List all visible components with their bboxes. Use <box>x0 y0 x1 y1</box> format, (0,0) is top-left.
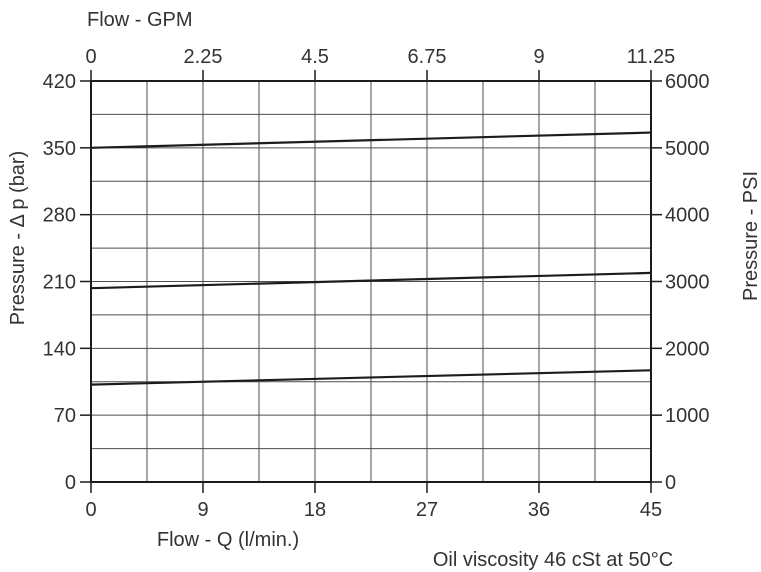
y-tick-label: 420 <box>43 71 76 93</box>
series-lines <box>90 131 652 386</box>
y2-tick-label: 0 <box>665 472 676 494</box>
x2-tick-label: 11.25 <box>627 46 676 68</box>
y2-tick-label: 4000 <box>665 205 710 227</box>
y2-tick-label: 3000 <box>665 272 710 294</box>
series-line-2 <box>90 271 652 290</box>
x-axis-title: Flow - Q (l/min.) <box>157 529 299 551</box>
x-tick-label: 0 <box>85 499 96 521</box>
x2-tick-label: 9 <box>533 46 544 68</box>
y2-tick-label: 1000 <box>665 405 710 427</box>
x2-tick-label: 0 <box>85 46 96 68</box>
y-tick-label: 210 <box>43 272 76 294</box>
axis-tick-labels: 0 9 18 27 36 450 2.25 4.5 6.75 9 11.25070140210280… <box>43 46 710 521</box>
y2-tick-label: 5000 <box>665 138 710 160</box>
x-tick-label: 36 <box>528 499 550 521</box>
series-line-3 <box>90 369 652 386</box>
y-tick-label: 350 <box>43 138 76 160</box>
y-tick-label: 280 <box>43 205 76 227</box>
y-tick-label: 70 <box>54 405 76 427</box>
x2-axis-title: Flow - GPM <box>87 9 193 31</box>
y-axis-title: Pressure - Δ p (bar) <box>7 151 29 326</box>
x2-tick-label: 6.75 <box>408 46 447 68</box>
x-tick-label: 9 <box>197 499 208 521</box>
x2-tick-label: 4.5 <box>301 46 329 68</box>
axis-ticks <box>80 70 662 493</box>
x-tick-label: 45 <box>640 499 662 521</box>
series-line-1 <box>90 131 652 149</box>
y-tick-label: 0 <box>65 472 76 494</box>
y2-axis-title: Pressure - PSI <box>740 171 761 301</box>
y2-tick-label: 6000 <box>665 71 710 93</box>
x-tick-label: 27 <box>416 499 438 521</box>
y2-tick-label: 2000 <box>665 338 710 360</box>
viscosity-note: Oil viscosity 46 cSt at 50°C <box>433 549 673 571</box>
x-tick-label: 18 <box>304 499 326 521</box>
x2-tick-label: 2.25 <box>184 46 223 68</box>
y-tick-label: 140 <box>43 338 76 360</box>
